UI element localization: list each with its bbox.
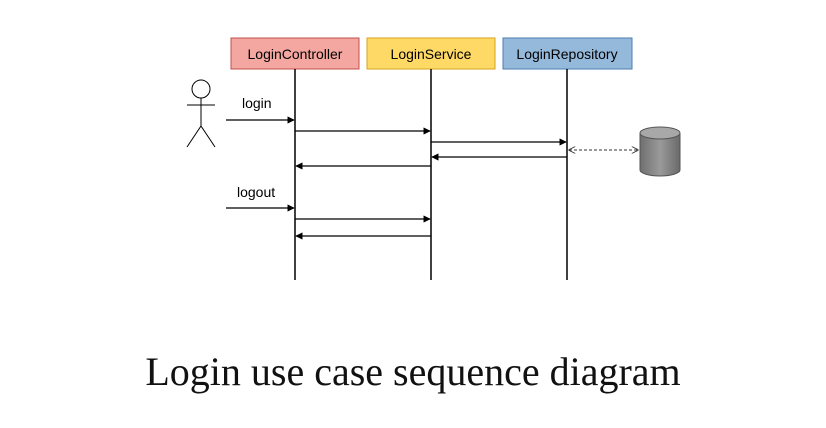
actor-icon	[186, 79, 216, 148]
participant-label: LoginController	[248, 46, 343, 62]
participant-login-service: LoginService	[366, 37, 496, 70]
participant-label: LoginService	[391, 46, 472, 62]
participant-login-controller: LoginController	[230, 37, 360, 70]
diagram-caption: Login use case sequence diagram	[145, 349, 681, 394]
database-icon	[639, 126, 681, 177]
message-label-login: login	[242, 95, 272, 111]
participant-label: LoginRepository	[516, 46, 617, 62]
message-label-logout: logout	[237, 184, 275, 200]
participant-login-repository: LoginRepository	[502, 37, 633, 70]
